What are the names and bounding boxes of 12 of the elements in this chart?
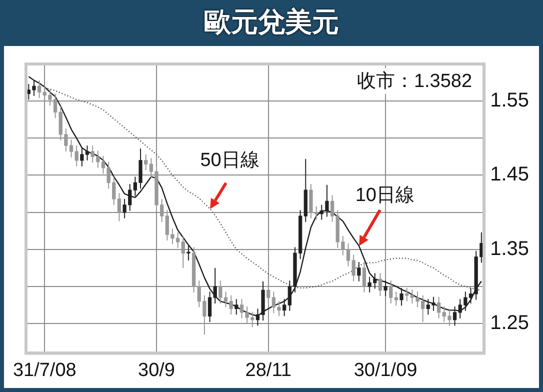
x-tick-label: 30/1/09 (354, 360, 418, 381)
x-tick-label: 28/11 (245, 360, 292, 381)
series-label: 10日線 (355, 184, 414, 206)
x-tick-label: 31/7/08 (12, 360, 76, 381)
y-tick-label: 1.45 (490, 164, 530, 186)
x-tick-label: 30/9 (138, 360, 175, 381)
annotation: 收市：1.3582 (352, 68, 476, 94)
y-tick-label: 1.35 (490, 238, 530, 260)
y-tick-label: 1.25 (490, 312, 530, 334)
series-label: 50日線 (200, 150, 260, 171)
chart-title: 歐元兌美元 (203, 6, 340, 39)
y-tick-label: 1.55 (490, 90, 530, 112)
